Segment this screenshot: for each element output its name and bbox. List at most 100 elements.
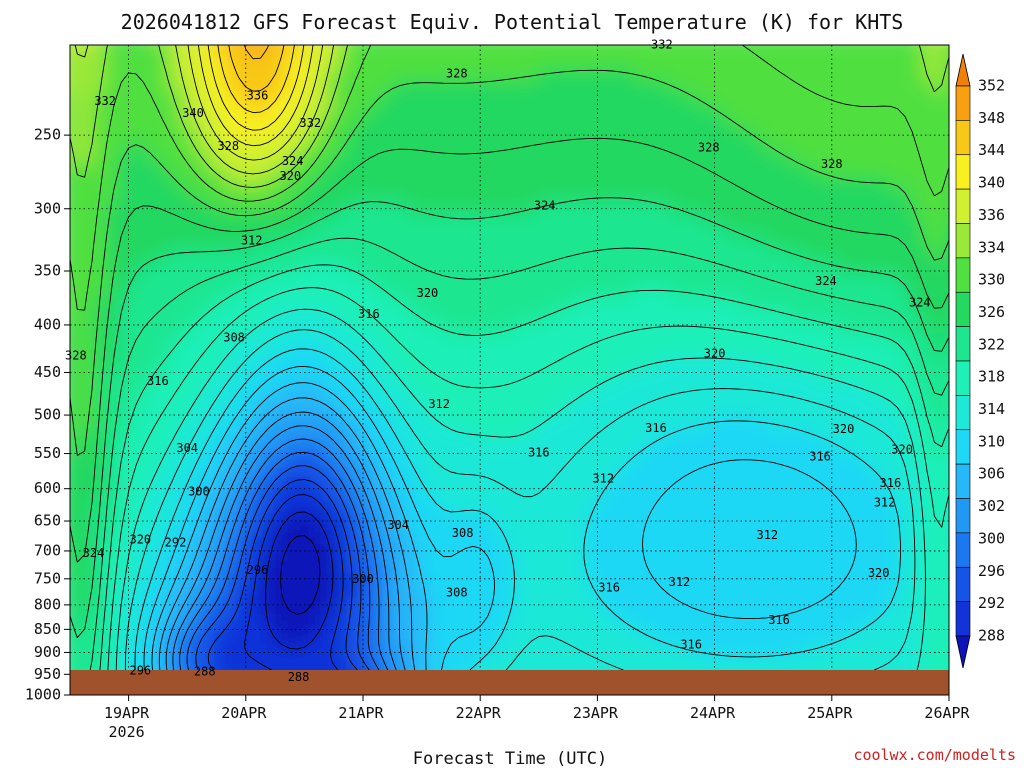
field-cell <box>574 321 587 334</box>
field-cell <box>214 393 227 406</box>
contour-346 <box>228 45 285 92</box>
field-cell <box>862 273 875 286</box>
field-cell <box>934 525 947 538</box>
field-cell <box>694 81 707 94</box>
field-cell <box>538 201 551 214</box>
field-cell <box>226 153 239 166</box>
contour-label: 308 <box>452 526 474 540</box>
field-cell <box>298 249 311 262</box>
field-cell <box>694 117 707 130</box>
field-cell <box>790 261 803 274</box>
field-cell <box>754 213 767 226</box>
field-cell <box>202 81 215 94</box>
field-cell <box>166 417 179 430</box>
field-cell <box>334 249 347 262</box>
field-cell <box>946 417 949 430</box>
field-cell <box>802 381 815 394</box>
field-cell <box>850 93 863 106</box>
field-cell <box>742 645 755 658</box>
field-cell <box>118 105 131 118</box>
field-cell <box>418 45 431 58</box>
field-cell <box>862 141 875 154</box>
field-cell <box>502 585 515 598</box>
field-cell <box>682 657 695 670</box>
field-cell <box>286 645 299 658</box>
field-cell <box>370 213 383 226</box>
field-cell <box>250 225 263 238</box>
field-cell <box>370 573 383 586</box>
field-cell <box>382 45 395 58</box>
field-cell <box>754 105 767 118</box>
field-cell <box>658 489 671 502</box>
field-cell <box>370 429 383 442</box>
field-cell <box>382 573 395 586</box>
field-cell <box>418 177 431 190</box>
field-cell <box>646 201 659 214</box>
field-cell <box>574 237 587 250</box>
field-cell <box>142 57 155 70</box>
field-cell <box>622 405 635 418</box>
contour-348 <box>243 45 269 60</box>
field-cell <box>694 657 707 670</box>
field-cell <box>694 597 707 610</box>
field-cell <box>910 321 923 334</box>
field-cell <box>886 141 899 154</box>
field-cell <box>910 453 923 466</box>
field-cell <box>946 261 949 274</box>
field-cell <box>382 117 395 130</box>
field-cell <box>502 81 515 94</box>
field-cell <box>610 81 623 94</box>
field-cell <box>754 561 767 574</box>
field-cell <box>382 669 395 670</box>
field-cell <box>586 477 599 490</box>
field-cell <box>538 501 551 514</box>
field-cell <box>178 225 191 238</box>
field-cell <box>334 453 347 466</box>
field-cell <box>874 189 887 202</box>
field-cell <box>814 105 827 118</box>
field-cell <box>466 105 479 118</box>
field-cell <box>634 345 647 358</box>
field-cell <box>802 189 815 202</box>
field-cell <box>478 153 491 166</box>
field-cell <box>862 285 875 298</box>
field-cell <box>874 453 887 466</box>
contour-label: 288 <box>288 670 310 684</box>
field-cell <box>742 537 755 550</box>
field-cell <box>874 645 887 658</box>
field-cell <box>394 213 407 226</box>
field-cell <box>442 273 455 286</box>
field-cell <box>706 489 719 502</box>
field-cell <box>850 609 863 622</box>
field-cell <box>286 657 299 670</box>
field-cell <box>610 357 623 370</box>
field-cell <box>94 405 107 418</box>
field-cell <box>466 573 479 586</box>
field-cell <box>814 177 827 190</box>
field-cell <box>370 57 383 70</box>
field-cell <box>202 189 215 202</box>
field-cell <box>610 573 623 586</box>
field-cell <box>766 333 779 346</box>
field-cell <box>430 561 443 574</box>
field-cell <box>478 237 491 250</box>
field-cell <box>118 333 131 346</box>
field-cell <box>250 249 263 262</box>
field-cell <box>286 297 299 310</box>
field-cell <box>754 177 767 190</box>
field-cell <box>430 117 443 130</box>
field-cell <box>646 141 659 154</box>
field-cell <box>598 141 611 154</box>
field-cell <box>226 453 239 466</box>
field-cell <box>550 477 563 490</box>
field-cell <box>502 93 515 106</box>
field-cell <box>862 45 875 46</box>
field-cell <box>154 477 167 490</box>
field-cell <box>130 501 143 514</box>
field-cell <box>178 453 191 466</box>
contour-label: 312 <box>756 528 778 542</box>
field-cell <box>154 429 167 442</box>
field-cell <box>106 45 119 58</box>
field-cell <box>886 381 899 394</box>
field-cell <box>898 513 911 526</box>
